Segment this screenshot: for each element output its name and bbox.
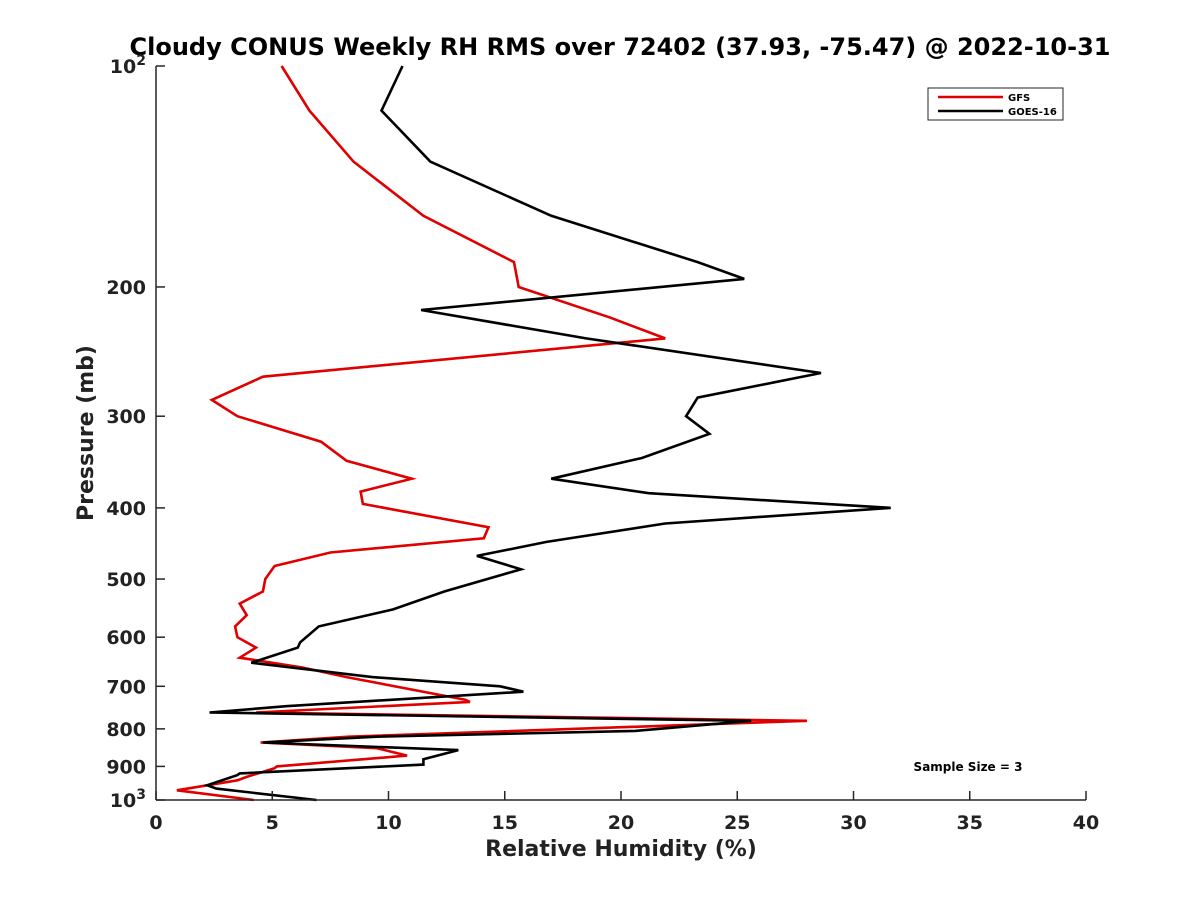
y-tick-label-power: 102 (110, 53, 146, 78)
x-axis-label: Relative Humidity (%) (485, 837, 757, 862)
plot-area (156, 66, 1086, 800)
y-tick-label: 400 (106, 498, 146, 520)
y-tick-label: 200 (106, 277, 146, 299)
legend-label-gfs: GFS (1008, 93, 1030, 104)
x-tick-label: 35 (957, 812, 983, 834)
y-tick-label: 700 (106, 676, 146, 698)
y-tick-label: 500 (106, 569, 146, 591)
legend-label-goes16: GOES-16 (1008, 107, 1057, 118)
series-group (176, 65, 891, 802)
y-tick-label: 300 (106, 406, 146, 428)
y-tick-label: 600 (106, 627, 146, 649)
y-ticks: 200 300 400 500 600 700 800 900 102 103 (106, 53, 165, 812)
x-tick-label: 0 (149, 812, 162, 834)
x-tick-label: 20 (608, 812, 634, 834)
x-tick-label: 5 (266, 812, 279, 834)
x-tick-label: 15 (492, 812, 518, 834)
chart-title: Cloudy CONUS Weekly RH RMS over 72402 (3… (130, 33, 1111, 61)
legend-box (927, 87, 1064, 121)
y-tick-label: 900 (106, 756, 146, 778)
series-line-goes16 (203, 65, 891, 802)
x-ticks: 0 5 10 15 20 25 30 35 40 (149, 791, 1099, 834)
x-tick-label: 10 (375, 812, 401, 834)
y-tick-label-power: 103 (110, 787, 146, 812)
x-tick-label: 25 (724, 812, 750, 834)
x-tick-label: 30 (840, 812, 866, 834)
y-axis-label: Pressure (mb) (74, 345, 99, 521)
legend: GFS GOES-16 (927, 87, 1064, 121)
sample-size-annotation: Sample Size = 3 (914, 760, 1023, 774)
y-tick-label: 800 (106, 719, 146, 741)
x-tick-label: 40 (1073, 812, 1099, 834)
